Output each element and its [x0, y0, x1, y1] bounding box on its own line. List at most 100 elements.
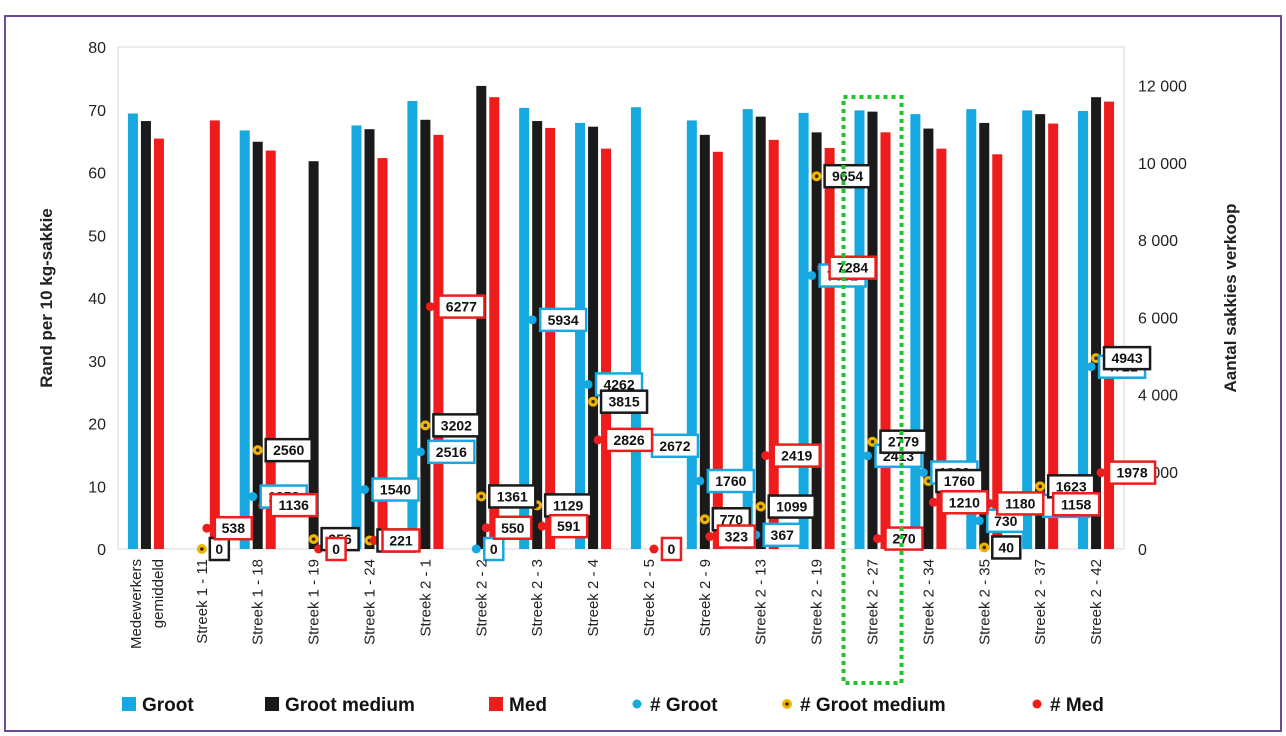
point-groot-medium-core [982, 545, 987, 550]
legend: Groot Groot medium Med # Groot # Groot mediu… [122, 695, 1104, 716]
legend-marker-groot [632, 699, 642, 709]
bar-med [601, 148, 612, 549]
bar-med [265, 150, 276, 549]
point-med [928, 497, 938, 507]
bar-groot [239, 130, 250, 549]
bar-groot-medium [588, 126, 599, 549]
bar-groot [630, 107, 641, 550]
bar-groot [966, 109, 977, 549]
data-label-med: 591 [557, 518, 581, 534]
category-label: Streek 2 - 37 [1032, 559, 1049, 645]
data-label-box-groot-medium [264, 437, 313, 463]
data-label-box-groot [538, 307, 588, 333]
data-label-box-med [772, 443, 821, 468]
y2-tick-label: 0 [1138, 542, 1147, 559]
data-labels: 1358154025160593442622672176036770822413… [208, 163, 1157, 562]
legend-label-med: # Med [1050, 695, 1104, 716]
point-groot-medium-core [479, 494, 484, 499]
data-label-groot: 4262 [603, 376, 634, 392]
point-groot [360, 485, 369, 495]
y-tick-label: 30 [88, 354, 106, 371]
category-label: Streek 2 - 34 [920, 559, 937, 645]
bar-groot-medium [364, 129, 375, 549]
point-groot-medium-core [1038, 484, 1042, 489]
bar-med [880, 132, 891, 549]
plot-area [117, 46, 1125, 550]
category-label: Streek 2 - 19 [809, 559, 826, 645]
y-tick-label: 10 [88, 479, 106, 496]
y-tick-label: 40 [88, 291, 106, 308]
bar-groot [910, 114, 921, 549]
bar-med [489, 97, 500, 549]
data-label-groot: 1540 [380, 482, 411, 498]
data-label-box-med [996, 491, 1045, 516]
data-label-box-med [1051, 492, 1101, 517]
data-label-groot-medium: 4943 [1111, 350, 1142, 366]
data-label-box-groot-medium [767, 494, 816, 519]
point-groot [1086, 362, 1096, 372]
y2-tick-label: 4 000 [1138, 388, 1178, 405]
data-label-med: 6277 [446, 299, 477, 315]
data-label-box-med [884, 526, 924, 551]
point-med [593, 435, 603, 445]
data-label-med: 323 [725, 529, 749, 545]
y-tick-label: 70 [88, 103, 106, 120]
data-label-box-groot [427, 439, 476, 465]
data-label-med: 1136 [279, 497, 310, 513]
category-label: Streek 2 - 27 [865, 559, 882, 645]
point-groot [415, 447, 425, 457]
left-axis-ticks: 0 10 20 30 40 50 60 70 80 [88, 40, 106, 559]
category-labels: Medewerkers gemiddeld Streek 1 - 11 Streek … [128, 559, 1105, 649]
data-label-med: 2419 [781, 448, 812, 464]
bar-groot [854, 110, 865, 549]
bar-groot [351, 125, 362, 549]
point-groot-medium-core [814, 174, 819, 179]
data-label-groot: 2516 [436, 444, 467, 460]
data-label-med: 1180 [1005, 495, 1036, 511]
point-groot [471, 544, 481, 554]
point-med [649, 544, 659, 554]
category-label: Streek 1 - 11 [194, 559, 211, 644]
bar-groot [519, 107, 530, 550]
point-med [873, 534, 882, 544]
legend-label-groot: # Groot [650, 695, 718, 716]
data-label-groot-medium: 770 [720, 511, 744, 527]
data-label-box-med [269, 492, 318, 518]
data-label-box-med [493, 515, 533, 541]
data-label-groot: 5934 [548, 312, 579, 328]
bar-groot-medium [140, 121, 151, 550]
bar-med [433, 134, 444, 549]
category-label: Streek 2 - 13 [753, 559, 770, 645]
data-label-med: 1210 [949, 494, 980, 510]
point-groot [974, 516, 984, 526]
data-label-box-groot-medium [991, 535, 1022, 560]
bar-groot [742, 109, 753, 549]
data-label-med: 0 [668, 541, 676, 557]
data-label-box-med [213, 515, 254, 541]
data-label-groot-medium: 3202 [441, 417, 472, 433]
point-groot-medium-core [591, 399, 595, 404]
category-label: Streek 2 - 1 [417, 559, 434, 637]
point-groot-medium-core [926, 479, 931, 483]
bar-med [377, 158, 388, 549]
bar-med [712, 151, 723, 550]
data-label-groot-medium: 2779 [888, 434, 919, 450]
data-label-med: 270 [892, 531, 916, 547]
data-label-groot-medium: 1623 [1056, 478, 1087, 494]
point-med [537, 521, 547, 531]
point-groot-medium-core [423, 423, 428, 428]
bar-med [936, 148, 947, 549]
legend-swatch-groot [122, 697, 136, 711]
bar-groot-medium [811, 132, 822, 549]
bar-med [768, 139, 779, 549]
point-groot [248, 492, 258, 502]
y-tick-label: 0 [97, 542, 106, 559]
legend-label-groot: Groot [142, 695, 194, 716]
point-med [761, 451, 771, 461]
data-label-groot-medium: 0 [215, 541, 223, 557]
bar-med [824, 148, 835, 549]
data-label-box-med [325, 536, 347, 562]
bar-groot-medium [923, 128, 934, 549]
